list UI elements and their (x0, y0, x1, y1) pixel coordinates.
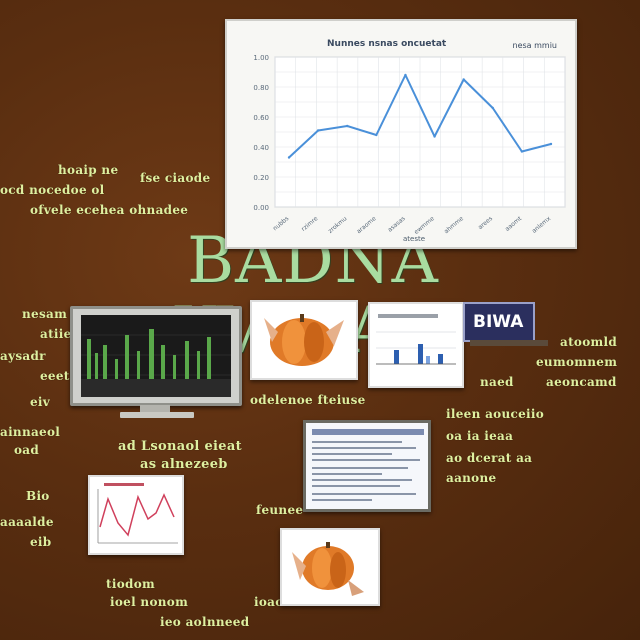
x-tick-label: ahmme (443, 215, 465, 235)
note-top-left-3: ofvele ecehea ohnadee (30, 203, 189, 217)
note-bottom-1: tiodom (106, 577, 155, 591)
note-left-1: nesam (22, 307, 68, 321)
note-right-1: atoomld (560, 335, 618, 349)
x-tick-label: araome (355, 215, 377, 235)
pumpkin-illustration (250, 300, 358, 380)
data-point (287, 156, 291, 159)
badge-label: BIWA (473, 312, 524, 332)
x-tick-label: aaomt (504, 215, 524, 233)
mini-bar-graphic (376, 314, 456, 365)
wave-chart-graphic (97, 483, 178, 544)
badge-shelf (470, 340, 548, 346)
document-thumbnail (303, 420, 431, 512)
note-right-block-3: ao dcerat aa (446, 451, 533, 465)
x-tick-label: nubbs (272, 215, 291, 232)
note-bl-1: Bio (26, 489, 50, 503)
data-point (375, 133, 378, 137)
note-right-4: naed (480, 375, 514, 389)
x-tick-label: ewmme (413, 215, 436, 236)
data-point (491, 106, 494, 110)
note-top-left-2: ocd nocedoe ol (0, 183, 105, 197)
note-right-3: aeoncamd (546, 375, 617, 389)
x-tick-label: asasas (387, 215, 407, 233)
pumpkin-b-graphic (292, 542, 364, 596)
note-left-7: oad (14, 443, 40, 457)
note-right-block-1: ileen aouceiio (446, 407, 545, 421)
monitor-base (120, 412, 194, 418)
y-tick-label: 1.00 (253, 54, 269, 62)
note-bl-2: aaaalde (0, 515, 54, 529)
wave-chart-thumbnail (88, 475, 184, 555)
chart-corner-text: nesa mmiu (512, 41, 557, 50)
data-point (433, 135, 436, 138)
note-top-left-1: hoaip ne (58, 163, 119, 177)
pumpkin-illustration-2 (280, 528, 380, 606)
y-tick-label: 0.80 (253, 84, 269, 92)
monitor-bar-chart (81, 329, 231, 397)
note-bottom-4: ieo aolnneed (160, 615, 250, 629)
x-tick-label: rzimre (300, 215, 319, 233)
note-left-5: eiv (30, 395, 51, 409)
note-left-3: aysadr (0, 349, 46, 363)
note-right-2: eumomnem (536, 355, 618, 369)
note-bottom-2: ioel nonom (110, 595, 189, 609)
series-line (288, 74, 552, 159)
monitor (70, 306, 242, 406)
x-tick-label: arees (477, 215, 494, 231)
y-tick-label: 0.00 (253, 204, 269, 212)
note-mid-caption: odelenoe fteiuse (250, 393, 366, 407)
y-tick-label: 0.40 (253, 144, 269, 152)
monitor-screen (81, 315, 231, 397)
note-mid-block-2: as alnezeeb (140, 457, 228, 472)
note-right-block-2: oa ia ieaa (446, 429, 514, 443)
data-point (462, 78, 465, 81)
y-tick-label: 0.60 (253, 114, 269, 122)
note-mid-block-3: feunee (256, 503, 304, 517)
data-point (316, 129, 320, 132)
monitor-stand (140, 405, 170, 413)
mini-bar-chart (368, 302, 464, 388)
note-mid-block-1: ad Lsonaol eieat (118, 439, 242, 454)
x-tick-label: anlemx (531, 215, 553, 235)
pumpkin-a-graphic (264, 314, 344, 366)
chart-title: Nunnes nsnas oncuetat (327, 39, 447, 49)
note-left-6: ainnaeol (0, 425, 61, 439)
data-point (549, 142, 553, 146)
x-tick-label: zrokmu (327, 215, 349, 235)
main-line-chart: Nunnes nsnas oncuetat nesa mmiu 1.00 0.80… (225, 19, 577, 249)
badge-sign: BIWA (463, 302, 535, 342)
y-tick-label: 0.20 (253, 174, 269, 182)
data-point (346, 124, 349, 128)
note-top-mid: fse ciaode (140, 171, 211, 185)
chart-x-axis-label: ateste (403, 235, 426, 243)
note-bl-3: eib (30, 535, 52, 549)
data-point (520, 150, 524, 153)
data-point (404, 73, 407, 77)
document-lines (312, 429, 424, 501)
note-right-block-4: aanone (446, 471, 497, 485)
